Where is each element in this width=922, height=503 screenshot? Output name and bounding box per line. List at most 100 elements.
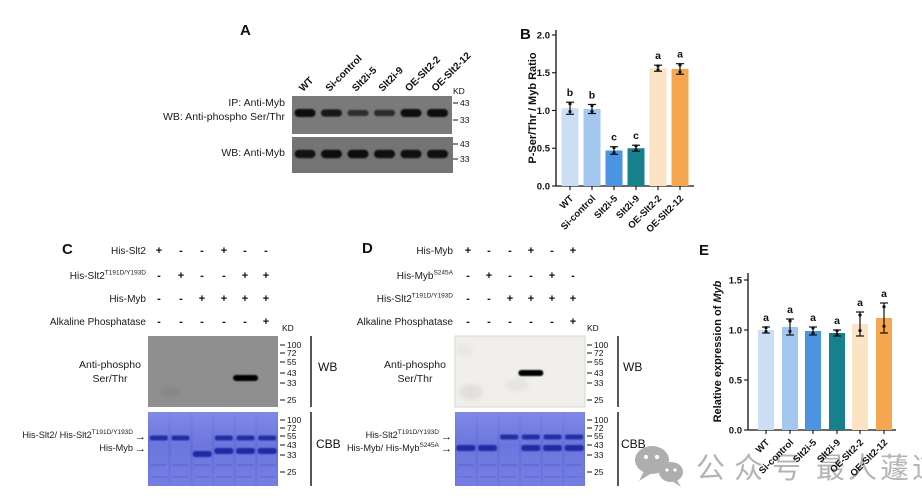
condition-value-c: - (243, 316, 247, 328)
condition-value-c: + (262, 316, 270, 328)
mw-marker: 43 (594, 368, 604, 378)
mw-marker: 43 (460, 139, 470, 149)
condition-value-c: - (157, 293, 161, 305)
sig-letter: a (655, 50, 661, 62)
condition-value-c: + (262, 270, 270, 282)
condition-value-c: - (157, 316, 161, 328)
condition-value-c: - (222, 270, 226, 282)
condition-value-c: - (243, 245, 247, 257)
bar-Slt2i-5 (805, 331, 821, 430)
lane-label: WT (297, 75, 316, 94)
mw-marker: 25 (287, 395, 297, 405)
condition-value-d: + (485, 270, 493, 282)
condition-value-c: + (155, 245, 163, 257)
panel-c-letter: C (62, 241, 73, 258)
wb-phospho-blot (292, 96, 452, 134)
x-tick-label: WT (754, 437, 772, 455)
sig-letter: a (763, 312, 769, 324)
y-tick-label: 0.0 (537, 181, 550, 192)
cbb-band-label-d: His-Slt2T191D/Y193D (365, 428, 439, 440)
cbb-band-label-c: His-Slt2/ His-Slt2T191D/Y193D (22, 428, 133, 440)
mw-marker: 33 (287, 378, 297, 388)
condition-value-c: + (177, 270, 185, 282)
cbb-gel (455, 412, 585, 486)
bar-OE-Slt2-12 (671, 68, 689, 186)
watermark-text: 公众号 (696, 453, 811, 485)
bar-WT (758, 330, 774, 430)
condition-value-d: - (466, 270, 470, 282)
sig-letter: a (834, 315, 840, 327)
bar-Slt2i-9 (627, 148, 645, 186)
condition-value-d: - (550, 245, 554, 257)
condition-value-d: - (487, 316, 491, 328)
condition-value-d: - (466, 316, 470, 328)
panel-d-wb-side-label: WB (623, 360, 643, 374)
panel-a-blots: WT Si-controlSlt2i-5Slt2i-9OE-Slt2-2OE-Sl… (292, 50, 474, 173)
condition-value-d: + (548, 270, 556, 282)
mw-marker: 25 (287, 467, 297, 477)
mw-marker: 55 (594, 431, 604, 441)
mw-marker: 43 (287, 368, 297, 378)
sig-letter: a (810, 312, 816, 324)
bar-Slt2i-5 (605, 150, 623, 186)
panel-e-chart: 0.0 0.5 1.0 1.5 Relative expression of Myb a W… (712, 273, 896, 479)
sig-letter: a (881, 288, 887, 300)
mw-marker: 55 (287, 431, 297, 441)
panel-d-kd-label: KD (587, 323, 599, 333)
condition-value-d: - (508, 316, 512, 328)
mw-marker: 33 (287, 450, 297, 460)
y-tick-label: 1.0 (537, 106, 550, 117)
condition-value-d: - (529, 316, 533, 328)
bar-OE-Slt2-12 (876, 318, 892, 430)
watermark-text-2: 最人蘧道 (816, 453, 922, 485)
panel-b-letter: B (520, 26, 531, 43)
wechat-icon (635, 446, 683, 487)
condition-value-d: + (569, 245, 577, 257)
mw-marker: 72 (594, 348, 604, 358)
condition-value-d: - (550, 316, 554, 328)
wb-phospho-label-line2: WB: Anti-phospho Ser/Thr (163, 110, 285, 123)
condition-value-c: + (241, 293, 249, 305)
condition-value-d: - (487, 293, 491, 305)
condition-row-label-c: Alkaline Phosphatase (49, 317, 146, 328)
panel-c-wb-antibody-label: Anti-phospho Ser/Thr (79, 359, 141, 385)
sig-letter: a (787, 304, 793, 316)
condition-row-label-d: His-Slt2T191D/Y193D (376, 292, 453, 305)
panel-d-cbb-side-label: CBB (621, 437, 646, 451)
myb-band-arrow-d: → (441, 443, 452, 455)
y-tick-label: 0.0 (729, 425, 742, 436)
cbb-band-label-d: His-Myb/ His-MybS245A (346, 441, 439, 453)
condition-value-d: - (508, 245, 512, 257)
y-axis-title: P-Ser/Thr / Myb Ratio (527, 52, 539, 164)
sig-letter: b (567, 87, 573, 99)
x-tick-label: Slt2i-5 (791, 437, 819, 465)
panel-a-ip-wb-label: IP: Anti-Myb WB: Anti-phospho Ser/Thr (95, 97, 285, 124)
mw-marker: 33 (594, 450, 604, 460)
mw-marker: 33 (460, 115, 470, 125)
mw-marker: 25 (594, 467, 604, 477)
bar-OE-Slt2-2 (649, 68, 667, 186)
mw-marker: 72 (287, 423, 297, 433)
panel-c-kd-label: KD (282, 323, 294, 333)
condition-value-d: - (508, 270, 512, 282)
mw-marker: 100 (287, 415, 301, 425)
myb-band-arrow-c: → (135, 443, 146, 455)
condition-value-c: - (200, 270, 204, 282)
sig-letter: b (589, 89, 595, 101)
mw-marker: 43 (287, 440, 297, 450)
condition-value-d: + (527, 293, 535, 305)
y-tick-label: 1.5 (537, 68, 551, 79)
panel-d-wb-antibody-label: Anti-phospho Ser/Thr (384, 359, 446, 385)
condition-value-c: - (179, 293, 183, 305)
condition-value-d: + (506, 293, 514, 305)
bar-Si-control (583, 108, 601, 186)
bar-OE-Slt2-2 (852, 324, 868, 430)
y-tick-label: 2.0 (537, 30, 550, 41)
condition-value-c: - (264, 245, 268, 257)
panel-a-wb-myb-label: WB: Anti-Myb (221, 147, 285, 159)
wechat-watermark: 公众号 最人蘧道 (634, 444, 922, 488)
ip-label-line1: IP: Anti-Myb (228, 97, 285, 109)
panel-c-cbb-side-label: CBB (316, 437, 341, 451)
